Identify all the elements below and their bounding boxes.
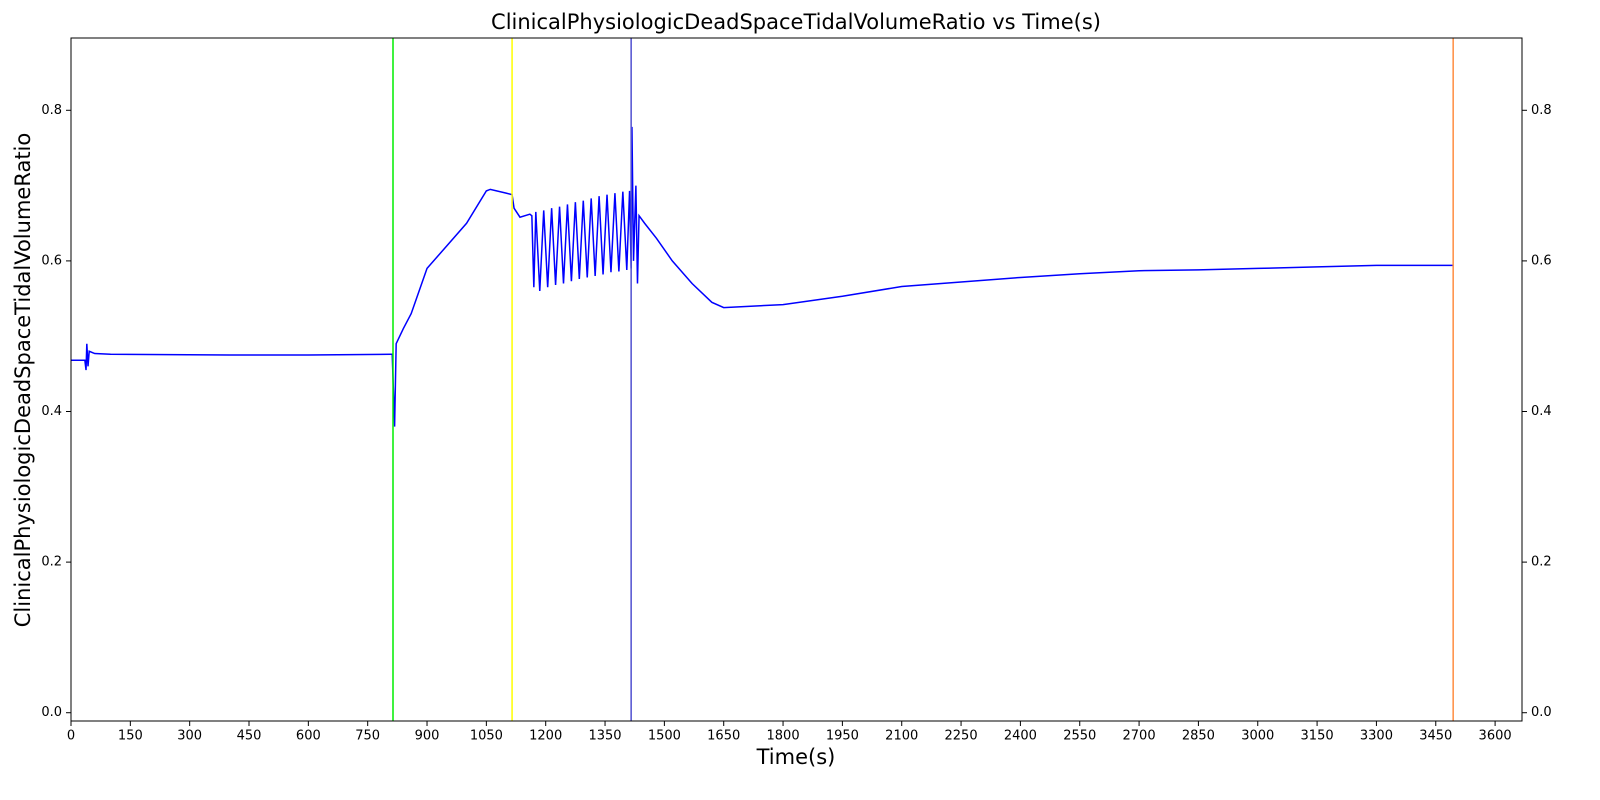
- x-tick-label: 1950: [826, 729, 859, 744]
- x-tick-label: 0: [67, 729, 75, 744]
- x-tick-label: 150: [118, 729, 143, 744]
- y2-tick-label: 0.2: [1531, 555, 1552, 570]
- x-tick-label: 3600: [1479, 729, 1512, 744]
- x-tick-label: 900: [415, 729, 440, 744]
- y2-tick-label: 0.4: [1531, 404, 1552, 419]
- y-tick-label: 0.6: [41, 253, 62, 268]
- x-tick-label: 1650: [707, 729, 740, 744]
- data-line: [71, 126, 1454, 427]
- x-tick-label: 2250: [945, 729, 978, 744]
- x-tick-label: 1350: [588, 729, 621, 744]
- y-tick-label: 0.0: [41, 705, 62, 720]
- x-tick-label: 2850: [1182, 729, 1215, 744]
- x-tick-label: 3450: [1419, 729, 1452, 744]
- x-tick-label: 2100: [885, 729, 918, 744]
- y2-tick-label: 0.8: [1531, 103, 1552, 118]
- y-tick-label: 0.2: [41, 555, 62, 570]
- x-tick-label: 3150: [1301, 729, 1334, 744]
- x-axis-label: Time(s): [756, 745, 836, 769]
- x-tick-label: 1050: [470, 729, 503, 744]
- chart-title: ClinicalPhysiologicDeadSpaceTidalVolumeR…: [491, 10, 1101, 34]
- y-tick-label: 0.4: [41, 404, 62, 419]
- x-tick-label: 450: [237, 729, 262, 744]
- x-tick-label: 2700: [1123, 729, 1156, 744]
- y2-tick-label: 0.6: [1531, 253, 1552, 268]
- x-tick-label: 600: [296, 729, 321, 744]
- y-tick-label: 0.8: [41, 103, 62, 118]
- x-tick-label: 750: [355, 729, 380, 744]
- x-tick-label: 2400: [1004, 729, 1037, 744]
- x-tick-label: 1500: [648, 729, 681, 744]
- x-tick-label: 1200: [529, 729, 562, 744]
- y2-tick-label: 0.0: [1531, 705, 1552, 720]
- y-axis-label: ClinicalPhysiologicDeadSpaceTidalVolumeR…: [11, 133, 35, 628]
- x-tick-label: 3300: [1360, 729, 1393, 744]
- x-tick-label: 300: [177, 729, 202, 744]
- x-tick-label: 1800: [767, 729, 800, 744]
- plot-frame: [70, 37, 1523, 722]
- x-tick-label: 3000: [1241, 729, 1274, 744]
- x-tick-label: 2550: [1063, 729, 1096, 744]
